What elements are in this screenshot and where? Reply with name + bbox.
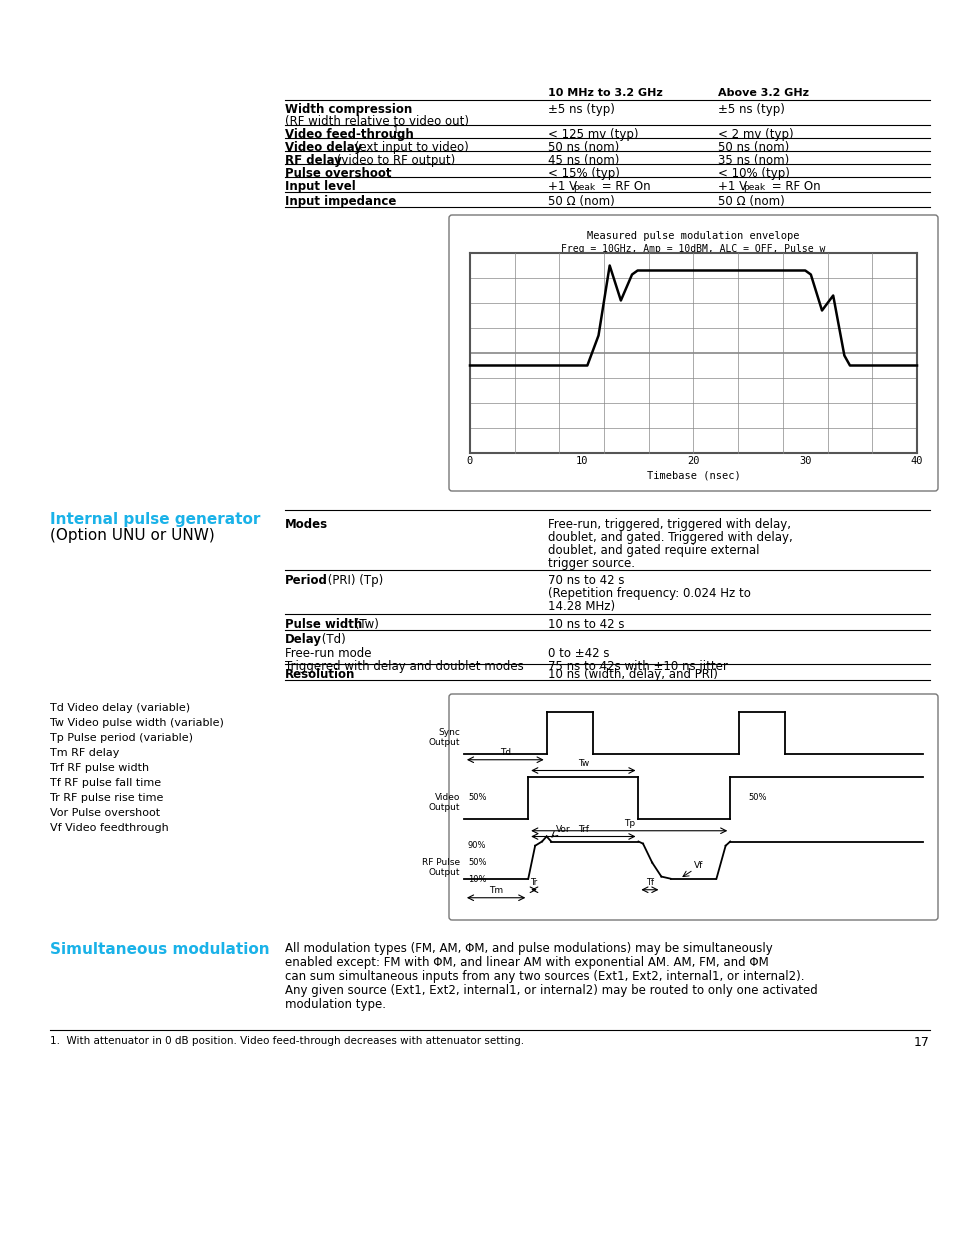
Text: 10: 10 [575, 456, 587, 466]
Text: Tw: Tw [578, 758, 588, 767]
Text: peak: peak [573, 183, 595, 191]
Text: Video feed-through: Video feed-through [285, 128, 414, 141]
Text: < 2 mv (typ): < 2 mv (typ) [718, 128, 793, 141]
Text: +1 V: +1 V [718, 180, 746, 193]
Text: Tw Video pulse width (variable): Tw Video pulse width (variable) [50, 718, 224, 727]
Text: 40: 40 [910, 456, 923, 466]
Text: Td Video delay (variable): Td Video delay (variable) [50, 703, 190, 713]
Text: Tr: Tr [530, 878, 537, 887]
Text: RF delay: RF delay [285, 154, 341, 167]
Text: Pulse overshoot: Pulse overshoot [285, 167, 391, 180]
Text: (Repetition frequency: 0.024 Hz to: (Repetition frequency: 0.024 Hz to [547, 587, 750, 600]
Text: Input level: Input level [285, 180, 355, 193]
Text: Pulse width: Pulse width [285, 618, 362, 631]
Text: 50 ns (nom): 50 ns (nom) [718, 141, 788, 154]
Text: (Td): (Td) [317, 634, 345, 646]
Text: (PRI) (Tp): (PRI) (Tp) [324, 574, 383, 587]
Text: 50 Ω (nom): 50 Ω (nom) [718, 195, 784, 207]
Text: 0: 0 [466, 456, 473, 466]
Text: = RF On: = RF On [598, 180, 650, 193]
Text: Simultaneous modulation: Simultaneous modulation [50, 942, 270, 957]
Text: trigger source.: trigger source. [547, 557, 635, 571]
Text: Internal pulse generator: Internal pulse generator [50, 513, 260, 527]
Text: Timebase (nsec): Timebase (nsec) [646, 471, 740, 480]
Text: Measured pulse modulation envelope: Measured pulse modulation envelope [587, 231, 799, 241]
Text: 0 to ±42 s: 0 to ±42 s [547, 647, 609, 659]
Text: +1 V: +1 V [547, 180, 577, 193]
Text: Td: Td [499, 747, 511, 757]
FancyBboxPatch shape [449, 215, 937, 492]
Text: < 15% (typ): < 15% (typ) [547, 167, 619, 180]
Text: 1: 1 [393, 126, 398, 135]
Text: (Tw): (Tw) [351, 618, 378, 631]
Text: doublet, and gated require external: doublet, and gated require external [547, 543, 759, 557]
Text: Freq = 10GHz, Amp = 10dBM, ALC = OFF, Pulse w: Freq = 10GHz, Amp = 10dBM, ALC = OFF, Pu… [560, 245, 825, 254]
Text: 1.  With attenuator in 0 dB position. Video feed-through decreases with attenuat: 1. With attenuator in 0 dB position. Vid… [50, 1036, 523, 1046]
Text: 50%: 50% [747, 793, 766, 802]
Text: Above 3.2 GHz: Above 3.2 GHz [718, 88, 808, 98]
Text: doublet, and gated. Triggered with delay,: doublet, and gated. Triggered with delay… [547, 531, 792, 543]
Text: Free-run mode: Free-run mode [285, 647, 371, 659]
Text: 35 ns (nom): 35 ns (nom) [718, 154, 788, 167]
Text: Tp Pulse period (variable): Tp Pulse period (variable) [50, 734, 193, 743]
Text: 50%: 50% [468, 793, 486, 802]
Text: (video to RF output): (video to RF output) [333, 154, 455, 167]
Text: ±5 ns (typ): ±5 ns (typ) [718, 103, 784, 116]
Text: Delay: Delay [285, 634, 322, 646]
Text: Modes: Modes [285, 517, 328, 531]
Text: 10 MHz to 3.2 GHz: 10 MHz to 3.2 GHz [547, 88, 662, 98]
Text: Trf: Trf [578, 825, 588, 834]
Text: Sync
Output: Sync Output [428, 727, 459, 747]
Text: 30: 30 [799, 456, 811, 466]
Text: Video
Output: Video Output [428, 793, 459, 813]
Text: 10 ns (width, delay, and PRI): 10 ns (width, delay, and PRI) [547, 668, 717, 680]
Text: Tm RF delay: Tm RF delay [50, 748, 119, 758]
Text: 90%: 90% [468, 841, 486, 850]
Text: Resolution: Resolution [285, 668, 355, 680]
Text: Vf: Vf [693, 861, 702, 869]
Text: (Option UNU or UNW): (Option UNU or UNW) [50, 529, 214, 543]
FancyBboxPatch shape [449, 694, 937, 920]
Text: Trf RF pulse width: Trf RF pulse width [50, 763, 149, 773]
Text: < 125 mv (typ): < 125 mv (typ) [547, 128, 638, 141]
Text: 14.28 MHz): 14.28 MHz) [547, 600, 615, 613]
Text: 50 ns (nom): 50 ns (nom) [547, 141, 618, 154]
Text: Tp: Tp [623, 819, 634, 827]
Text: Triggered with delay and doublet modes: Triggered with delay and doublet modes [285, 659, 523, 673]
Text: Video delay: Video delay [285, 141, 361, 154]
Text: (ext input to video): (ext input to video) [351, 141, 468, 154]
Text: 75 ns to 42s with ±10 ns jitter: 75 ns to 42s with ±10 ns jitter [547, 659, 727, 673]
Text: Vf Video feedthrough: Vf Video feedthrough [50, 823, 169, 832]
Text: All modulation types (FM, AM, ΦM, and pulse modulations) may be simultaneously: All modulation types (FM, AM, ΦM, and pu… [285, 942, 772, 955]
Text: 45 ns (nom): 45 ns (nom) [547, 154, 618, 167]
Text: Input impedance: Input impedance [285, 195, 395, 207]
Text: Vor Pulse overshoot: Vor Pulse overshoot [50, 808, 160, 818]
Text: Tf: Tf [645, 878, 653, 887]
Text: = RF On: = RF On [767, 180, 820, 193]
Text: Free-run, triggered, triggered with delay,: Free-run, triggered, triggered with dela… [547, 517, 790, 531]
Text: Any given source (Ext1, Ext2, internal1, or internal2) may be routed to only one: Any given source (Ext1, Ext2, internal1,… [285, 984, 817, 997]
Text: can sum simultaneous inputs from any two sources (Ext1, Ext2, internal1, or inte: can sum simultaneous inputs from any two… [285, 969, 803, 983]
Text: 50%: 50% [468, 858, 486, 867]
Text: Tr RF pulse rise time: Tr RF pulse rise time [50, 793, 163, 803]
Text: Tm: Tm [489, 885, 502, 894]
Text: ±5 ns (typ): ±5 ns (typ) [547, 103, 615, 116]
Text: < 10% (typ): < 10% (typ) [718, 167, 789, 180]
Text: modulation type.: modulation type. [285, 998, 386, 1011]
Text: Period: Period [285, 574, 328, 587]
Text: (RF width relative to video out): (RF width relative to video out) [285, 115, 469, 128]
Text: Width compression: Width compression [285, 103, 412, 116]
Text: RF Pulse
Output: RF Pulse Output [421, 858, 459, 877]
Text: Vor: Vor [556, 825, 570, 834]
Text: enabled except: FM with ΦM, and linear AM with exponential AM. AM, FM, and ΦM: enabled except: FM with ΦM, and linear A… [285, 956, 768, 969]
Text: 17: 17 [913, 1036, 929, 1049]
Text: 50 Ω (nom): 50 Ω (nom) [547, 195, 614, 207]
Text: peak: peak [742, 183, 764, 191]
Text: 10 ns to 42 s: 10 ns to 42 s [547, 618, 624, 631]
Text: 20: 20 [686, 456, 699, 466]
Text: 70 ns to 42 s: 70 ns to 42 s [547, 574, 624, 587]
Text: 10%: 10% [468, 876, 486, 884]
Text: Tf RF pulse fall time: Tf RF pulse fall time [50, 778, 161, 788]
